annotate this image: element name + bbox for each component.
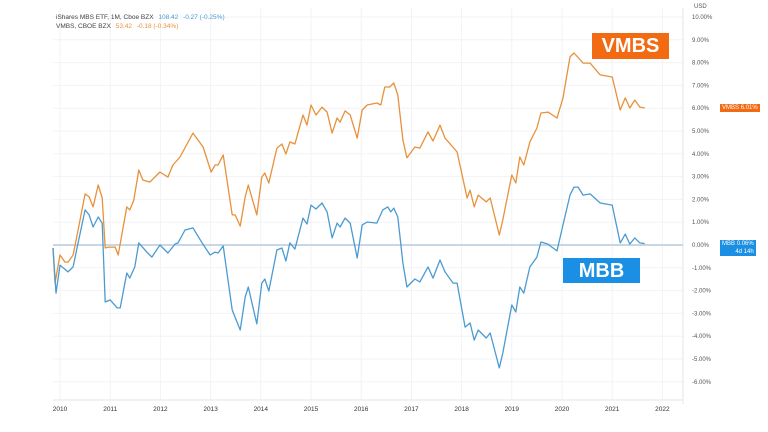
y-tick-label: 1.00% xyxy=(692,220,710,226)
currency-label: USD xyxy=(694,4,707,10)
y-tick-label: -1.00% xyxy=(692,266,712,272)
x-tick-label: 2022 xyxy=(655,406,670,413)
vmbs-tag-value: 6.01% xyxy=(740,105,758,111)
x-tick-label: 2019 xyxy=(505,406,520,413)
y-tick-label: 2.00% xyxy=(692,197,710,203)
y-tick-label: 0.00% xyxy=(692,243,710,249)
vmbs-tag-symbol: VMBS xyxy=(722,105,740,111)
y-tick-label: 9.00% xyxy=(692,38,710,44)
mbb-badge: MBB xyxy=(563,258,640,283)
mbb-tag-value: 0.06% xyxy=(736,241,754,247)
y-tick-label: 3.00% xyxy=(692,175,710,181)
vmbs-badge: VMBS xyxy=(592,33,669,59)
series-line-vmbs xyxy=(52,52,645,284)
x-tick-label: 2013 xyxy=(203,406,218,413)
legend-row-mbb[interactable]: iShares MBS ETF, 1M, Cboe BZX 108.42 -0.… xyxy=(56,13,228,22)
legend-mbb-change: -0.27 (-0.25%) xyxy=(183,14,225,21)
y-tick-label: -6.00% xyxy=(692,380,712,386)
y-tick-label: -3.00% xyxy=(692,311,712,317)
mbb-price-tag: MBB 0.06% 4d 14h xyxy=(720,240,756,256)
mbb-tag-symbol: MBB xyxy=(722,241,736,247)
legend-mbb-price: 108.42 xyxy=(158,14,179,21)
legend-vmbs-change: -0.18 (-0.34%) xyxy=(136,23,179,30)
x-tick-label: 2011 xyxy=(103,406,117,413)
y-tick-label: -5.00% xyxy=(692,357,712,363)
legend-row-vmbs[interactable]: VMBS, CBOE BZX 53.42 -0.18 (-0.34%) xyxy=(56,22,228,31)
vmbs-price-tag: VMBS 6.01% xyxy=(720,104,760,112)
y-tick-label: -4.00% xyxy=(692,334,712,340)
y-tick-label: 4.00% xyxy=(692,152,710,158)
legend-mbb-name: iShares MBS ETF, 1M, Cboe BZX xyxy=(56,14,154,21)
y-tick-label: 5.00% xyxy=(692,129,710,135)
x-tick-label: 2017 xyxy=(404,406,419,413)
y-tick-label: 8.00% xyxy=(692,61,710,67)
x-tick-label: 2018 xyxy=(454,406,469,413)
legend-vmbs-price: 53.42 xyxy=(115,23,132,30)
y-tick-label: 6.00% xyxy=(692,106,710,112)
x-tick-label: 2014 xyxy=(254,406,269,413)
y-tick-label: 10.00% xyxy=(692,15,713,21)
x-tick-label: 2020 xyxy=(555,406,570,413)
x-tick-label: 2021 xyxy=(605,406,620,413)
x-tick-label: 2012 xyxy=(153,406,168,413)
series-line-mbb xyxy=(52,186,645,369)
x-tick-label: 2010 xyxy=(53,406,68,413)
y-tick-label: 7.00% xyxy=(692,83,710,89)
x-tick-label: 2016 xyxy=(354,406,369,413)
legend: iShares MBS ETF, 1M, Cboe BZX 108.42 -0.… xyxy=(56,13,228,31)
legend-vmbs-name: VMBS, CBOE BZX xyxy=(56,23,111,30)
y-tick-label: -2.00% xyxy=(692,289,712,295)
x-tick-label: 2015 xyxy=(304,406,319,413)
mbb-tag-countdown: 4d 14h xyxy=(735,249,754,255)
